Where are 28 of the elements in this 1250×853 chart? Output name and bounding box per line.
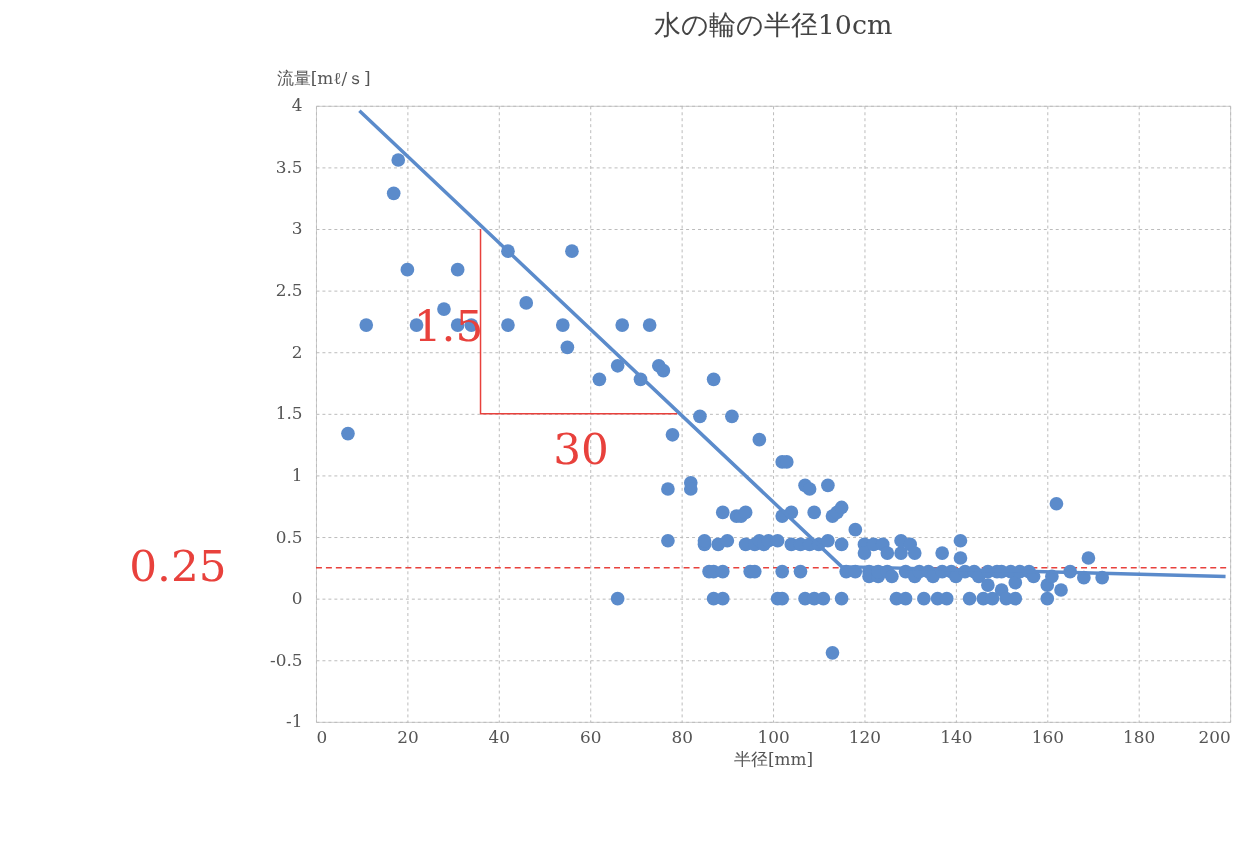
x-tick-label: 20 bbox=[397, 727, 419, 748]
y-tick-label: 3.5 bbox=[275, 156, 303, 177]
x-tick-label: 160 bbox=[1031, 727, 1064, 748]
y-tick-label: 4 bbox=[291, 95, 303, 116]
x-axis-title: 半径[mm] bbox=[733, 749, 814, 770]
x-tick-label: 40 bbox=[488, 727, 511, 748]
y-tick-label: 0 bbox=[291, 588, 303, 609]
y-tick-label: 0.5 bbox=[275, 526, 303, 547]
annotation: 30 bbox=[553, 422, 609, 474]
ref-line-label: 0.25 bbox=[129, 539, 227, 591]
annotation: 1.5 bbox=[413, 299, 484, 351]
chart-title: 水の輪の半径10cm bbox=[653, 9, 893, 41]
y-tick-label: 1 bbox=[291, 464, 303, 485]
x-tick-label: 0 bbox=[316, 727, 328, 748]
x-tick-label: 120 bbox=[848, 727, 882, 748]
x-tick-label: 100 bbox=[757, 727, 790, 748]
x-tick-label: 200 bbox=[1198, 727, 1231, 748]
y-axis-title: 流量[mℓ/ｓ] bbox=[276, 68, 371, 89]
y-tick-label: 3 bbox=[291, 218, 303, 239]
y-tick-label: 2 bbox=[291, 341, 303, 362]
x-tick-label: 180 bbox=[1123, 727, 1156, 748]
y-tick-label: -1 bbox=[286, 711, 303, 732]
x-tick-label: 80 bbox=[671, 727, 693, 748]
y-tick-label: 1.5 bbox=[275, 403, 303, 424]
y-tick-label: 2.5 bbox=[275, 280, 303, 301]
y-tick-label: -0.5 bbox=[270, 649, 303, 670]
x-tick-label: 60 bbox=[579, 727, 602, 748]
x-tick-label: 140 bbox=[940, 727, 973, 748]
